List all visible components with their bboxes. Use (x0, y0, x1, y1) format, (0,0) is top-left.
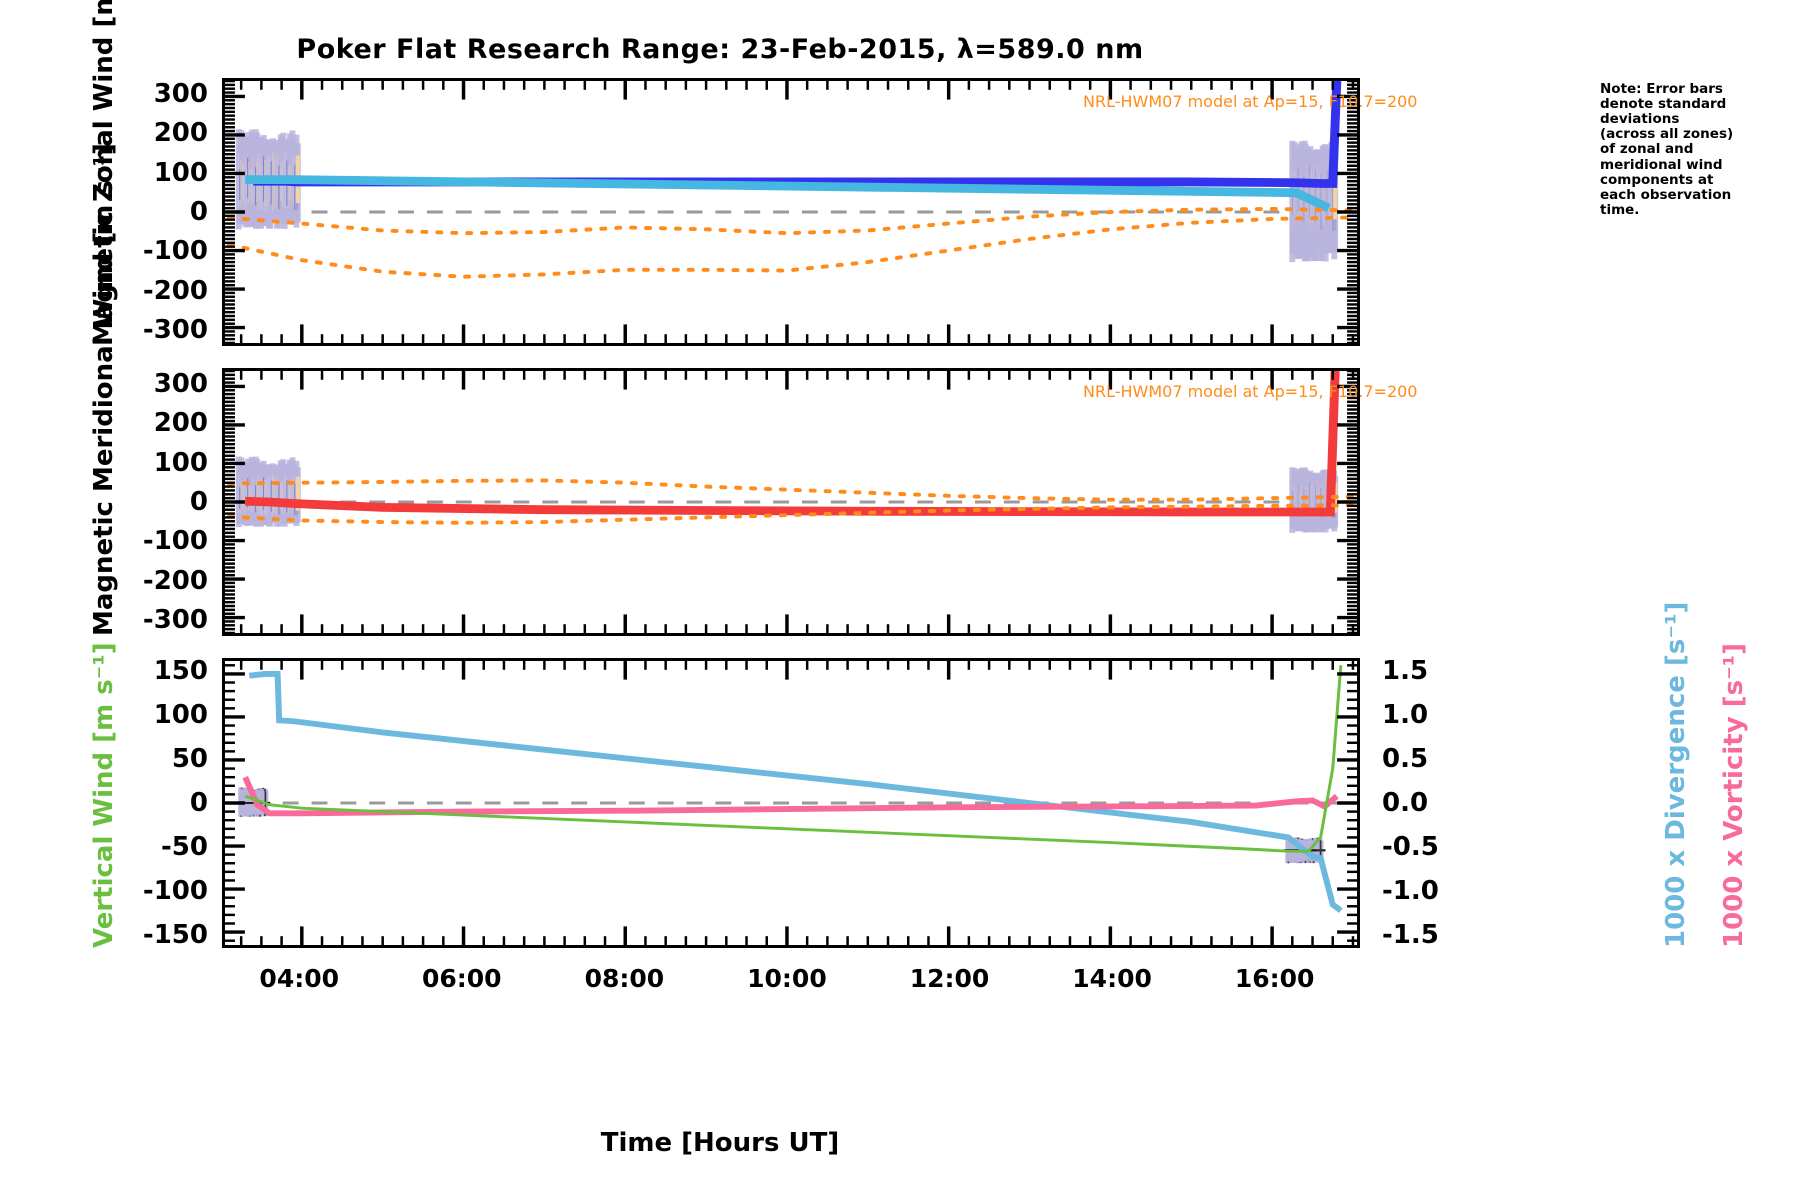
panel3-right-y-tick-label: -1.0 (1382, 875, 1439, 906)
panel3-y-tick-label: 50 (171, 744, 208, 775)
series-hwm07-model-upper (227, 478, 1355, 502)
panel1-y-tick-label: 300 (153, 78, 208, 109)
panel2-y-tick-label: 100 (153, 447, 208, 478)
x-tick-label: 04:00 (259, 964, 340, 993)
x-tick-label: 08:00 (584, 964, 665, 993)
x-tick-label: 10:00 (747, 964, 827, 993)
panel2-y-tick-label: 0 (189, 487, 208, 517)
series-meridional-wind-red (245, 371, 1340, 517)
panel3-right-y-tick-label: -1.5 (1382, 919, 1439, 950)
errorbar-note: Note: Error bars denote standard deviati… (1600, 81, 1734, 218)
panel3-right-y-tick-label: -0.5 (1382, 831, 1439, 862)
series-hwm07-model-lower (227, 215, 1355, 279)
panel1-y-tick-label: -300 (142, 315, 208, 346)
figure-title: Poker Flat Research Range: 23-Feb-2015, … (296, 34, 1144, 65)
panel3-y-axis-title-vorticity: 1000 x Vorticity [s⁻¹] (1719, 642, 1749, 948)
series-vertical-wind (244, 665, 1343, 853)
series-1000-x-divergence (248, 670, 1343, 913)
panel3-right-y-tick-label: 1.5 (1382, 656, 1429, 687)
panel1-y-tick-label: -100 (142, 236, 208, 267)
panel1-y-tick-label: -200 (142, 275, 208, 306)
model-annotation-panel1: NRL-HWM07 model at Ap=15, F10.7=200 (1083, 92, 1418, 111)
panel3-y-tick-label: -100 (142, 875, 208, 906)
panel-magnetic-meridional-wind (222, 368, 1360, 636)
tick-marks (225, 371, 1357, 633)
model-annotation-panel2: NRL-HWM07 model at Ap=15, F10.7=200 (1083, 382, 1418, 401)
tick-marks (225, 661, 1357, 945)
panel3-y-axis-title-divergence: 1000 x Divergence [s⁻¹] (1661, 601, 1691, 948)
series-hwm07-model-lower (227, 503, 1355, 525)
tick-marks (225, 81, 1357, 343)
panel3-y-tick-label: 0 (189, 788, 208, 818)
panel3-y-tick-label: 100 (153, 700, 208, 731)
panel3-y-tick-label: -50 (161, 831, 208, 862)
series-zonal-wind-smoothed-cyan (245, 175, 1331, 213)
panel3-right-y-tick-label: 0.0 (1382, 788, 1429, 818)
panel2-y-tick-label: -100 (142, 526, 208, 557)
panel3-y-tick-label: 150 (153, 656, 208, 687)
series-hwm07-model-upper (227, 206, 1355, 236)
x-tick-label: 14:00 (1072, 964, 1152, 993)
panel2-y-tick-label: -200 (142, 565, 208, 596)
panel3-right-y-tick-label: 0.5 (1382, 744, 1429, 775)
panel2-y-tick-label: -300 (142, 605, 208, 636)
panel1-y-tick-label: 0 (189, 197, 208, 227)
x-tick-label: 16:00 (1234, 964, 1315, 993)
panel3-right-y-tick-label: 1.0 (1382, 700, 1429, 731)
panel-magnetic-zonal-wind (222, 78, 1360, 346)
panel3-y-tick-label: -150 (142, 919, 208, 950)
panel-vertical-wind (222, 658, 1360, 948)
panel1-y-tick-label: 100 (153, 157, 208, 188)
x-axis-title: Time [Hours UT] (600, 1128, 840, 1158)
x-tick-label: 06:00 (421, 964, 502, 993)
panel2-y-tick-label: 300 (153, 368, 208, 399)
panel2-y-tick-label: 200 (153, 408, 208, 439)
x-tick-label: 12:00 (909, 964, 990, 993)
series-1000-x-vorticity (242, 776, 1339, 817)
panel1-y-tick-label: 200 (153, 118, 208, 149)
